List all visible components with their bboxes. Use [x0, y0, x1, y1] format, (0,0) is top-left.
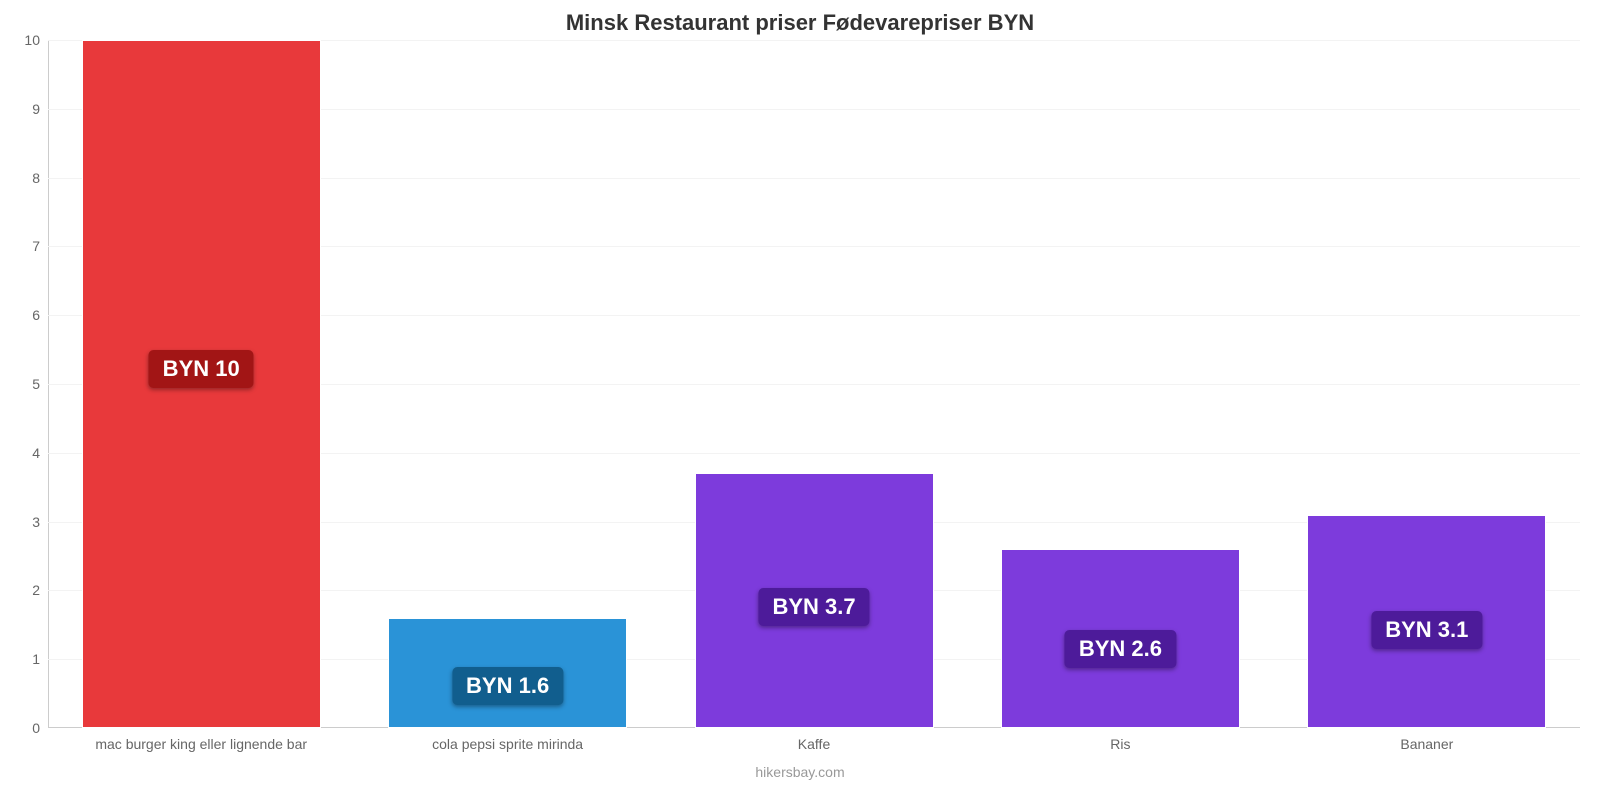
chart-title: Minsk Restaurant priser Fødevarepriser B…: [0, 0, 1600, 36]
plot-area: 012345678910 BYN 10mac burger king eller…: [48, 40, 1580, 728]
bar-slot: BYN 1.6cola pepsi sprite mirinda: [354, 40, 660, 728]
y-tick-label: 10: [24, 32, 48, 48]
bar-slot: BYN 10mac burger king eller lignende bar: [48, 40, 354, 728]
x-tick-label: cola pepsi sprite mirinda: [432, 728, 583, 752]
bar-value-label: BYN 1.6: [452, 667, 563, 705]
bar-slot: BYN 3.1Bananer: [1274, 40, 1580, 728]
bars-container: BYN 10mac burger king eller lignende bar…: [48, 40, 1580, 728]
x-tick-label: Ris: [1110, 728, 1130, 752]
x-tick-label: Kaffe: [798, 728, 830, 752]
y-tick-label: 0: [32, 720, 48, 736]
bar-value-label: BYN 2.6: [1065, 630, 1176, 668]
bar-value-label: BYN 3.1: [1371, 611, 1482, 649]
y-tick-label: 3: [32, 514, 48, 530]
price-chart: Minsk Restaurant priser Fødevarepriser B…: [0, 0, 1600, 800]
credit-text: hikersbay.com: [755, 764, 844, 780]
y-tick-label: 9: [32, 101, 48, 117]
y-tick-label: 2: [32, 582, 48, 598]
y-tick-label: 7: [32, 238, 48, 254]
y-tick-label: 8: [32, 170, 48, 186]
x-tick-label: mac burger king eller lignende bar: [95, 728, 307, 752]
bar-slot: BYN 3.7Kaffe: [661, 40, 967, 728]
bar-slot: BYN 2.6Ris: [967, 40, 1273, 728]
y-tick-label: 1: [32, 651, 48, 667]
x-tick-label: Bananer: [1400, 728, 1453, 752]
y-tick-label: 5: [32, 376, 48, 392]
y-tick-label: 4: [32, 445, 48, 461]
y-tick-label: 6: [32, 307, 48, 323]
bar-value-label: BYN 3.7: [758, 588, 869, 626]
bar-value-label: BYN 10: [149, 350, 254, 388]
